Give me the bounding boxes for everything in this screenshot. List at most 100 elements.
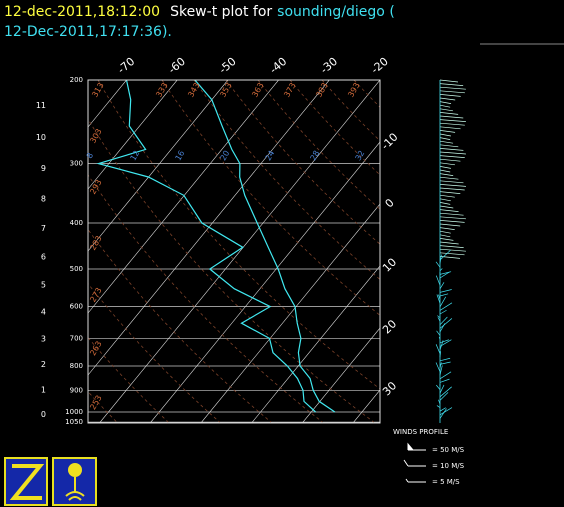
wind-barb	[437, 315, 441, 318]
moist-label: 16	[174, 149, 187, 162]
wind-barb	[439, 151, 466, 155]
wind-barb	[439, 212, 464, 216]
wind-barb	[439, 122, 465, 126]
wind-barb	[439, 137, 451, 140]
dry-adiabat-label: 293	[88, 178, 103, 196]
pressure-label: 1000	[65, 408, 83, 416]
wind-barb	[436, 405, 441, 408]
dry-adiabat	[88, 174, 323, 423]
logo-balloon[interactable]	[52, 457, 97, 506]
isotherm	[200, 203, 380, 423]
wind-barb	[439, 408, 447, 419]
temperature-label-top: -50	[217, 55, 239, 77]
wind-barb	[439, 104, 451, 108]
wind-barb	[436, 384, 441, 390]
height-label: 1	[41, 386, 46, 395]
temperature-label-right: 30	[380, 379, 399, 398]
wind-barb	[439, 94, 461, 97]
wind-barb	[439, 227, 455, 230]
height-label: 10	[36, 133, 46, 142]
pressure-label: 700	[70, 334, 83, 342]
wind-barb	[439, 176, 459, 180]
wind-barb	[439, 296, 447, 307]
wind-legend-entry: = 10 M/S	[432, 462, 465, 470]
moist-label: 28	[309, 149, 322, 162]
wind-barb	[439, 158, 461, 162]
dry-adiabat-label: 363	[250, 81, 265, 99]
dry-adiabat	[321, 80, 380, 142]
isotherm	[99, 80, 380, 423]
height-label: 5	[41, 280, 46, 289]
dry-adiabat-label: 273	[88, 286, 103, 304]
height-label: 11	[36, 101, 46, 110]
wind-barb	[439, 187, 465, 191]
logo-z[interactable]	[4, 457, 48, 506]
pressure-label: 500	[70, 265, 83, 273]
isotherm	[88, 80, 127, 128]
wind-barb	[439, 216, 466, 220]
height-label: 2	[41, 360, 46, 369]
isotherm	[251, 265, 380, 423]
wind-barb	[439, 241, 459, 245]
moist-label: 8	[85, 151, 95, 160]
wind-barb	[439, 90, 465, 94]
isotherm	[149, 141, 380, 423]
temperature-label-top: -40	[267, 55, 289, 77]
dry-adiabat	[88, 282, 220, 423]
dry-adiabat	[193, 80, 380, 280]
dry-adiabat-label: 263	[88, 340, 103, 358]
wind-barb	[439, 97, 456, 101]
title-date: 12-Dec-2011,17:17:36).	[4, 24, 172, 40]
wind-barb	[439, 144, 459, 148]
wind-barb	[439, 180, 464, 184]
wind-barb	[439, 293, 449, 297]
wind-barb	[439, 148, 464, 151]
wind-barb	[439, 205, 454, 209]
wind-legend-title: WINDS PROFILE	[393, 428, 448, 436]
temperature-label-top: -70	[115, 55, 137, 77]
temperature-label-top: -60	[166, 55, 188, 77]
wind-barb	[439, 198, 451, 202]
temperature-label-right: 0	[383, 196, 397, 210]
dry-adiabat	[161, 80, 380, 316]
wind-barb	[439, 318, 453, 329]
wind-barb	[439, 384, 445, 394]
isotherm	[352, 389, 380, 423]
wind-barb	[439, 316, 448, 326]
wind-barb	[439, 289, 452, 293]
wind-barb	[439, 339, 452, 347]
plot-area	[88, 80, 380, 423]
wind-barb	[439, 245, 464, 248]
wind-barb	[439, 234, 451, 238]
isotherm	[88, 80, 229, 252]
height-label: 8	[41, 194, 46, 203]
wind-barb	[439, 407, 446, 412]
wind-barb	[439, 86, 466, 90]
wind-barb	[439, 271, 450, 279]
wind-barb	[439, 238, 454, 241]
wind-barb	[439, 112, 459, 115]
isotherm	[88, 80, 279, 314]
wind-barb	[439, 108, 454, 112]
pressure-label: 900	[70, 386, 83, 394]
wind-barb	[439, 340, 444, 351]
pressure-label: 600	[70, 303, 83, 311]
dry-adiabat	[353, 80, 380, 108]
wind-barb	[439, 361, 451, 365]
profile-line	[96, 80, 317, 413]
wind-barb	[439, 309, 447, 315]
wind-barb	[439, 130, 456, 133]
height-label: 0	[41, 410, 46, 419]
temperature-label-top: -20	[369, 55, 391, 77]
wind-barb	[436, 330, 441, 336]
wind-barb	[439, 407, 453, 416]
pressure-label: 800	[70, 362, 83, 370]
wind-barb	[439, 220, 465, 223]
temperature-label-right: 20	[380, 317, 399, 336]
title-time: 12-dec-2011,18:12:00	[4, 4, 160, 20]
title-label: Skew-t plot for	[170, 4, 272, 20]
wind-barb	[435, 261, 441, 268]
dry-adiabat-label: 343	[186, 81, 201, 99]
